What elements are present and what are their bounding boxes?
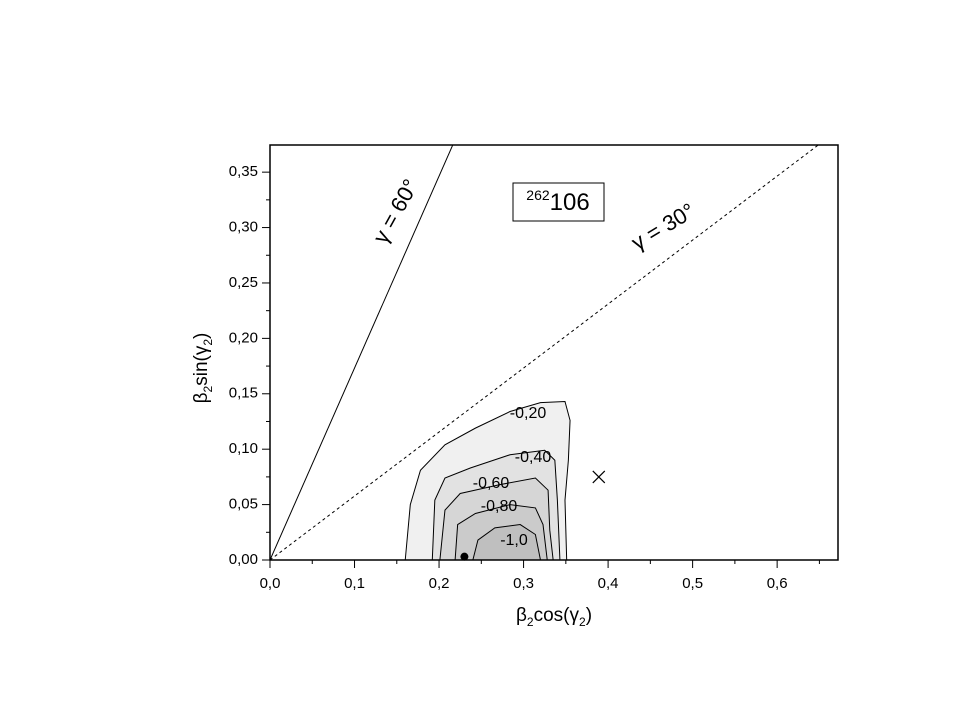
subscript: 2: [527, 615, 534, 629]
label-part: ): [191, 333, 212, 339]
line-label: γ = 60°: [368, 175, 423, 248]
x-tick-label: 0,4: [598, 575, 619, 592]
reference-line: [270, 145, 820, 560]
y-tick-label: 0,35: [229, 163, 258, 180]
label-part: sin(: [191, 354, 212, 385]
plot-frame: [269, 144, 839, 561]
xlabel-title: β2cos(γ2): [516, 605, 592, 629]
annotation-box: [512, 182, 605, 222]
contour-label: -0,40: [515, 449, 552, 466]
x-tick-label: 0,0: [260, 575, 281, 592]
label-part: β: [191, 392, 212, 403]
subscript: 2: [201, 339, 215, 346]
subscript: 2: [579, 615, 586, 629]
contour-label: -0,60: [473, 475, 510, 492]
x-tick-label: 0,2: [429, 575, 450, 592]
reference-line: [270, 145, 454, 560]
label-part: γ: [570, 605, 580, 626]
y-tick-label: 0,30: [229, 219, 258, 236]
contour-label: -0,80: [481, 498, 518, 515]
label-part: γ: [191, 345, 212, 355]
line-label: γ = 30°: [627, 198, 699, 255]
label-part: β: [516, 605, 527, 626]
annotation: 262106: [526, 187, 589, 217]
contour-label: -1,0: [500, 532, 528, 549]
x-tick-label: 0,5: [682, 575, 703, 592]
y-tick-label: 0,00: [229, 551, 258, 568]
annotation-element: 106: [550, 189, 590, 216]
label-part: ): [586, 605, 592, 626]
y-tick-label: 0,20: [229, 329, 258, 346]
ylabel-title: β2sin(γ2): [191, 333, 215, 404]
y-tick-label: 0,15: [229, 385, 258, 402]
x-tick-label: 0,6: [767, 575, 788, 592]
x-tick-label: 0,3: [513, 575, 534, 592]
annotation-mass: 262: [526, 187, 550, 203]
marker-cross: [592, 470, 606, 484]
contour: [472, 524, 541, 560]
y-tick-label: 0,10: [229, 440, 258, 457]
label-part: cos(: [534, 605, 571, 626]
plot-area: [270, 145, 820, 560]
y-tick-label: 0,05: [229, 496, 258, 513]
y-tick-label: 0,25: [229, 274, 258, 291]
x-tick-label: 0,1: [344, 575, 365, 592]
contour-label: -0,20: [510, 405, 547, 422]
subscript: 2: [201, 385, 215, 392]
marker-dot: [460, 552, 469, 561]
